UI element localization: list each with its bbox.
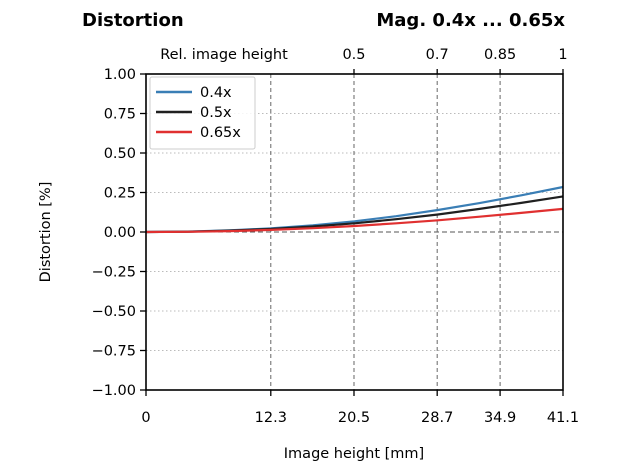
- y-tick-label: 0.25: [104, 186, 136, 202]
- legend-label-0: 0.4x: [200, 85, 232, 101]
- x-tick-label: 41.1: [547, 410, 579, 426]
- secondary-x-tick-label: 0.85: [484, 47, 516, 63]
- x-tick-label: 0: [141, 410, 150, 426]
- series-line-2: [145, 207, 564, 234]
- y-tick-label: −0.75: [92, 344, 136, 360]
- secondary-x-tick-label: 0.7: [426, 47, 449, 63]
- x-tick-label: 12.3: [255, 410, 287, 426]
- y-tick-label: 0.75: [104, 107, 136, 123]
- y-tick-label: 0.00: [104, 225, 136, 241]
- y-tick-label: 1.00: [104, 67, 136, 83]
- chart-subtitle: Mag. 0.4x ... 0.65x: [376, 10, 565, 31]
- y-tick-label: −1.00: [92, 383, 136, 399]
- x-tick-label: 28.7: [421, 410, 453, 426]
- legend: 0.4x 0.5x 0.65x: [149, 76, 256, 150]
- axis-ticks: 1.000.750.500.250.00−0.25−0.50−0.75−1.00…: [92, 47, 580, 426]
- legend-label-1: 0.5x: [200, 105, 232, 121]
- chart-title: Distortion: [82, 10, 184, 31]
- x-axis-label: Image height [mm]: [284, 446, 424, 462]
- x-tick-label: 20.5: [338, 410, 370, 426]
- x-tick-label: 34.9: [484, 410, 516, 426]
- secondary-x-tick-label: 1: [558, 47, 567, 63]
- y-tick-label: 0.50: [104, 146, 136, 162]
- y-tick-label: −0.25: [92, 265, 136, 281]
- y-axis-label: Distortion [%]: [38, 182, 54, 283]
- secondary-x-tick-label: 0.5: [342, 47, 365, 63]
- series-lines: [145, 185, 564, 234]
- y-tick-label: −0.50: [92, 304, 136, 320]
- legend-label-2: 0.65x: [200, 125, 241, 141]
- secondary-x-axis-label: Rel. image height: [160, 47, 288, 63]
